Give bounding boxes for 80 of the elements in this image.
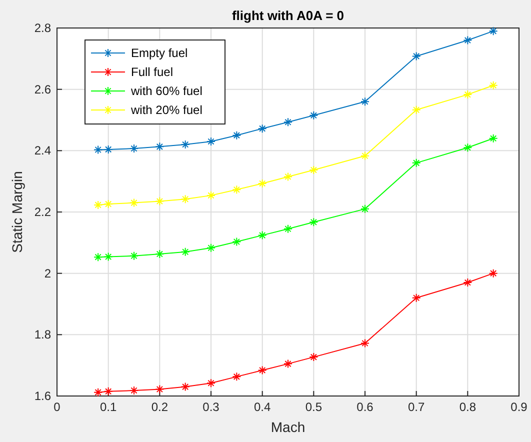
point	[488, 26, 498, 36]
x-tick-label: 0	[54, 400, 61, 414]
point	[284, 359, 292, 368]
y-tick-label: 1.8	[34, 328, 52, 342]
legend-label: Empty fuel	[131, 46, 188, 60]
point	[130, 251, 138, 260]
point	[155, 250, 164, 259]
point	[360, 97, 370, 106]
point	[180, 194, 190, 204]
legend-label: with 60% fuel	[130, 84, 202, 98]
y-tick-label: 2.6	[34, 82, 52, 96]
point	[104, 144, 113, 154]
point	[258, 124, 267, 134]
point	[232, 237, 242, 246]
point	[309, 110, 318, 120]
point	[130, 144, 138, 154]
point	[488, 80, 498, 90]
point	[155, 142, 164, 152]
point	[206, 136, 216, 146]
point	[412, 293, 421, 302]
point	[232, 130, 242, 140]
point	[463, 90, 472, 100]
point	[258, 230, 267, 240]
x-tick-label: 0.8	[459, 400, 476, 414]
x-tick-label: 0.2	[151, 400, 168, 414]
point	[94, 145, 103, 154]
x-tick-label: 0.7	[408, 400, 425, 414]
point	[155, 384, 164, 394]
x-tick-label: 0.9	[510, 400, 528, 414]
point	[360, 204, 370, 214]
x-tick-label: 0.6	[356, 400, 374, 414]
point	[94, 200, 103, 210]
point	[360, 151, 370, 160]
point	[463, 36, 472, 45]
y-tick-label: 1.6	[34, 389, 52, 403]
point	[180, 140, 190, 150]
point	[232, 372, 242, 382]
x-axis-title: Mach	[270, 419, 306, 435]
y-tick-label: 2.2	[34, 205, 52, 219]
point	[412, 52, 421, 61]
point	[360, 338, 370, 348]
point	[94, 252, 103, 262]
point	[104, 386, 113, 396]
point	[206, 243, 216, 252]
y-tick-label: 2.4	[34, 144, 52, 158]
point	[258, 366, 267, 375]
legend-label: with 20% fuel	[130, 103, 202, 117]
point	[284, 118, 292, 127]
x-tick-label: 0.3	[202, 400, 220, 414]
x-tick-label: 0.4	[254, 400, 271, 414]
point	[206, 378, 216, 388]
point	[412, 158, 421, 168]
point	[309, 352, 318, 362]
point	[488, 268, 498, 278]
point	[463, 143, 472, 152]
point	[284, 172, 292, 182]
point	[309, 218, 318, 227]
chart-title: flight with A0A = 0	[232, 8, 344, 23]
legend-label: Full fuel	[131, 65, 174, 79]
y-axis-title: Static Margin	[9, 171, 25, 253]
point	[309, 165, 318, 174]
point	[412, 105, 421, 114]
y-tick-label: 2	[44, 266, 52, 280]
point	[180, 247, 190, 256]
point	[104, 200, 113, 209]
point	[180, 382, 190, 392]
point	[232, 185, 242, 194]
point	[94, 388, 103, 397]
point	[130, 198, 138, 208]
point	[463, 278, 472, 288]
point	[206, 190, 216, 200]
x-tick-label: 0.1	[100, 400, 117, 414]
point	[104, 252, 113, 262]
x-tick-label: 0.5	[305, 400, 322, 414]
point	[155, 196, 164, 206]
point	[130, 386, 138, 395]
y-tick-label: 2.8	[34, 21, 52, 35]
point	[284, 224, 292, 234]
point	[488, 134, 498, 143]
point	[258, 178, 267, 188]
